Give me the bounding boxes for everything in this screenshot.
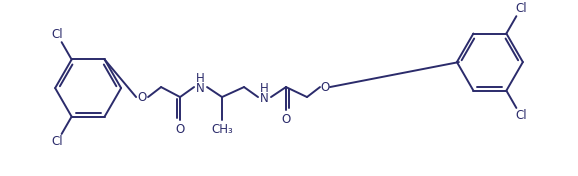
Text: H: H (196, 72, 205, 84)
Text: H: H (260, 81, 268, 95)
Text: O: O (176, 122, 185, 136)
Text: O: O (281, 112, 291, 125)
Text: Cl: Cl (51, 135, 63, 148)
Text: O: O (138, 90, 147, 103)
Text: CH₃: CH₃ (211, 122, 233, 136)
Text: O: O (320, 81, 329, 94)
Text: Cl: Cl (515, 109, 527, 122)
Text: Cl: Cl (51, 28, 63, 41)
Text: Cl: Cl (515, 2, 527, 15)
Text: N: N (260, 92, 268, 105)
Text: N: N (196, 81, 205, 95)
